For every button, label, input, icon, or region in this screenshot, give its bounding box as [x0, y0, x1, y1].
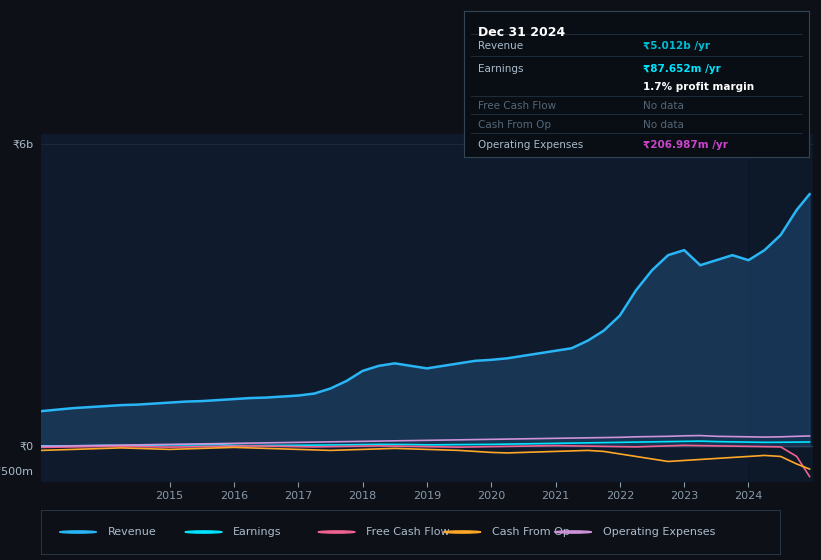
- Text: Earnings: Earnings: [478, 64, 523, 74]
- Text: Free Cash Flow: Free Cash Flow: [366, 527, 450, 537]
- Circle shape: [186, 531, 222, 533]
- Text: ₹0: ₹0: [19, 441, 34, 451]
- Text: Dec 31 2024: Dec 31 2024: [478, 26, 565, 39]
- Text: ₹206.987m /yr: ₹206.987m /yr: [643, 140, 728, 150]
- Text: No data: No data: [643, 120, 684, 130]
- Text: -₹500m: -₹500m: [0, 466, 34, 477]
- Circle shape: [319, 531, 355, 533]
- Bar: [749, 134, 813, 482]
- Text: Operating Expenses: Operating Expenses: [603, 527, 715, 537]
- Text: ₹5.012b /yr: ₹5.012b /yr: [643, 41, 710, 51]
- Circle shape: [555, 531, 591, 533]
- Text: Revenue: Revenue: [478, 41, 523, 51]
- Text: Earnings: Earnings: [233, 527, 282, 537]
- Text: ₹87.652m /yr: ₹87.652m /yr: [643, 64, 721, 74]
- Text: Revenue: Revenue: [108, 527, 156, 537]
- Text: Cash From Op: Cash From Op: [478, 120, 551, 130]
- Text: ₹6b: ₹6b: [12, 139, 34, 150]
- Text: Operating Expenses: Operating Expenses: [478, 140, 583, 150]
- Text: No data: No data: [643, 101, 684, 111]
- Circle shape: [443, 531, 481, 533]
- Circle shape: [60, 531, 97, 533]
- Text: 1.7% profit margin: 1.7% profit margin: [643, 82, 754, 92]
- Text: Free Cash Flow: Free Cash Flow: [478, 101, 556, 111]
- Text: Cash From Op: Cash From Op: [492, 527, 570, 537]
